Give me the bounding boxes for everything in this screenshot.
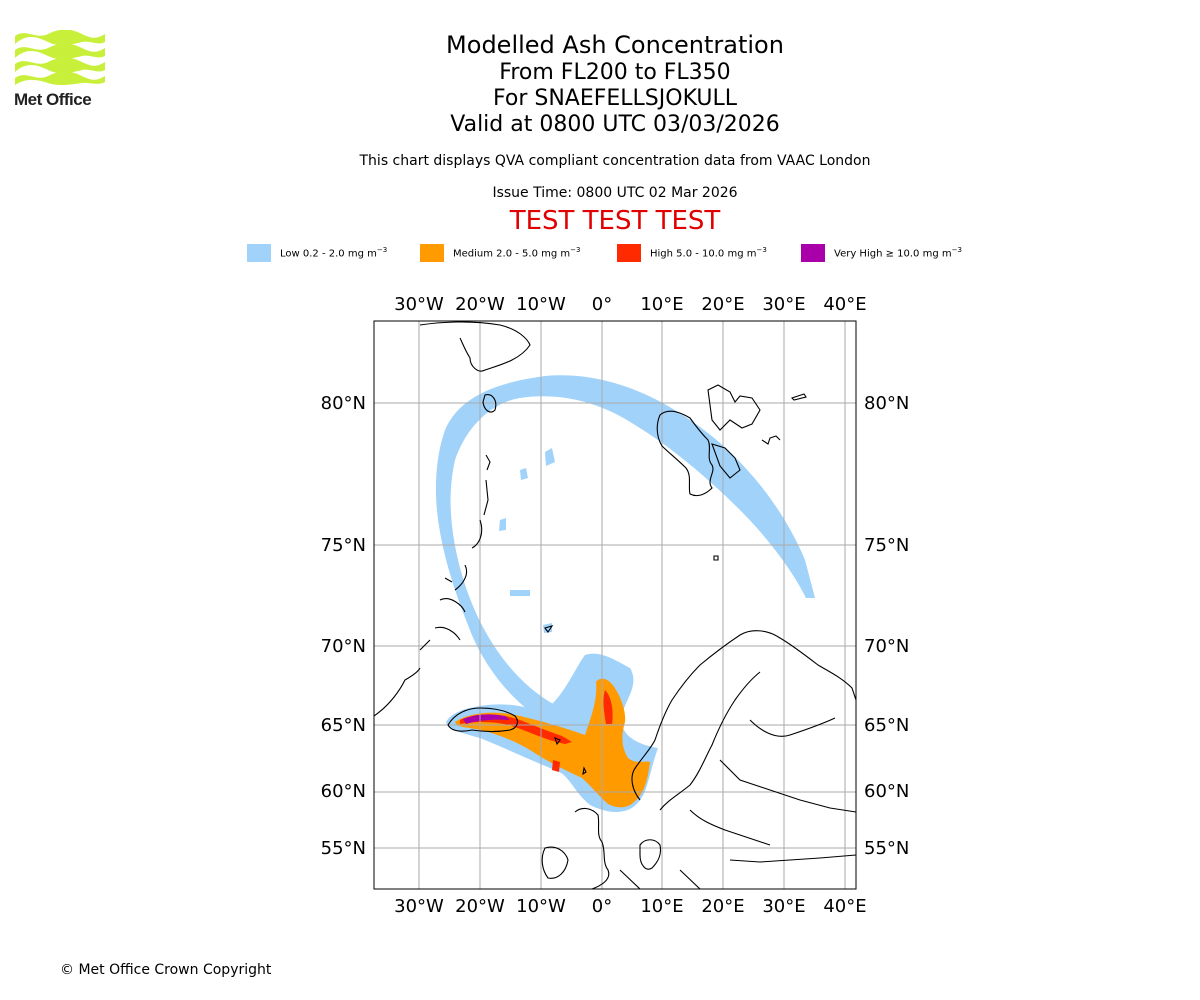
ash-low-blob	[510, 590, 530, 596]
ash-low-blob	[545, 448, 555, 466]
lon-label-bottom: 0°	[592, 896, 612, 917]
copyright-notice: © Met Office Crown Copyright	[60, 962, 272, 978]
lat-label-left: 75°N	[321, 535, 366, 556]
lon-label-bottom: 20°W	[455, 896, 505, 917]
lat-label-right: 75°N	[864, 535, 909, 556]
lat-label-left: 55°N	[321, 838, 366, 859]
met-office-logo-text: Met Office	[14, 90, 92, 109]
chart-title: Modelled Ash Concentration	[446, 31, 784, 59]
lon-label-top: 20°E	[701, 294, 744, 315]
coast-scotland	[574, 807, 610, 889]
met-office-logo: Met Office	[14, 30, 109, 110]
met-office-wave-icon	[15, 30, 105, 86]
coast-greenland	[374, 321, 531, 717]
lon-label-bottom: 40°E	[823, 896, 866, 917]
volcano-name: For SNAEFELLSJOKULL	[492, 86, 738, 111]
ash-low-blob	[499, 518, 506, 531]
ash-high-blob	[552, 760, 560, 772]
ash-very-high-strip	[463, 714, 510, 724]
chart-subtitle: This chart displays QVA compliant concen…	[359, 153, 871, 169]
legend-label-high: High 5.0 - 10.0 mg m	[650, 248, 757, 260]
coast-iceland	[447, 707, 519, 733]
ash-high-strip	[603, 690, 613, 724]
ash-low-blob	[543, 623, 552, 633]
coast-franz-josef	[761, 393, 807, 445]
legend-swatch-low	[247, 244, 271, 262]
lat-label-right: 80°N	[864, 393, 909, 414]
lat-label-left: 60°N	[321, 781, 366, 802]
lon-label-bottom: 10°W	[516, 896, 566, 917]
lon-label-top: 40°E	[823, 294, 866, 315]
lon-label-top: 0°	[592, 294, 612, 315]
lat-labels-right: 80°N 75°N 70°N 65°N 60°N 55°N	[864, 393, 909, 859]
issue-time: Issue Time: 0800 UTC 02 Mar 2026	[492, 185, 738, 201]
legend-item-high: High 5.0 - 10.0 mg m−3	[617, 244, 767, 262]
valid-time: Valid at 0800 UTC 03/03/2026	[450, 112, 780, 137]
lon-label-bottom: 10°E	[640, 896, 683, 917]
ash-very-high-layer	[463, 714, 510, 724]
test-banner: TEST TEST TEST	[509, 206, 721, 236]
legend-label-low: Low 0.2 - 2.0 mg m	[280, 248, 377, 260]
coast-jan-mayen	[544, 625, 554, 633]
legend-item-medium: Medium 2.0 - 5.0 mg m−3	[420, 244, 580, 262]
lat-label-right: 60°N	[864, 781, 909, 802]
legend-swatch-medium	[420, 244, 444, 262]
chart-header: Modelled Ash Concentration From FL200 to…	[315, 30, 915, 236]
lon-labels-bottom: 30°W 20°W 10°W 0° 10°E 20°E 30°E 40°E	[394, 896, 866, 917]
legend-label-very-high: Very High ≥ 10.0 mg m	[834, 248, 952, 260]
legend-item-low: Low 0.2 - 2.0 mg m−3	[247, 244, 387, 262]
coast-baltic	[689, 809, 856, 863]
coast-bear-island	[713, 555, 719, 561]
lat-label-right: 70°N	[864, 636, 909, 657]
lon-label-top: 10°W	[516, 294, 566, 315]
map-frame	[373, 320, 857, 890]
lon-label-top: 30°W	[394, 294, 444, 315]
lon-label-bottom: 30°W	[394, 896, 444, 917]
lon-label-top: 10°E	[640, 294, 683, 315]
lon-label-bottom: 30°E	[762, 896, 805, 917]
graticule	[374, 321, 856, 889]
lon-label-bottom: 20°E	[701, 896, 744, 917]
flight-level-range: From FL200 to FL350	[499, 60, 731, 85]
coast-denmark	[619, 839, 701, 889]
coast-ireland	[541, 846, 569, 879]
legend-exp-medium: −3	[570, 246, 581, 255]
legend-exp-low: −3	[376, 246, 388, 255]
legend-swatch-very-high	[801, 244, 825, 262]
ash-high-strip	[460, 714, 572, 744]
coast-svalbard	[656, 384, 761, 497]
ash-low-arc	[436, 375, 815, 730]
lon-labels-top: 30°W 20°W 10°W 0° 10°E 20°E 30°E 40°E	[394, 294, 866, 315]
lat-label-left: 80°N	[321, 393, 366, 414]
legend-label-medium: Medium 2.0 - 5.0 mg m	[453, 248, 571, 260]
ash-medium-layer	[455, 678, 650, 808]
legend-exp-very-high: −3	[951, 246, 962, 255]
ash-high-layer	[460, 690, 613, 772]
lat-labels-left: 80°N 75°N 70°N 65°N 60°N 55°N	[321, 393, 366, 859]
coast-sweden-finland	[659, 671, 856, 813]
coast-norway	[631, 630, 856, 801]
lat-label-left: 65°N	[321, 715, 366, 736]
lon-label-top: 30°E	[762, 294, 805, 315]
lon-label-top: 20°W	[455, 294, 505, 315]
lat-label-right: 65°N	[864, 715, 909, 736]
ash-low-blob	[520, 468, 528, 480]
coastlines	[374, 321, 856, 889]
legend-item-very-high: Very High ≥ 10.0 mg m−3	[801, 244, 962, 262]
ash-medium-plume	[455, 678, 650, 808]
coast-faroe	[554, 737, 587, 776]
legend-swatch-high	[617, 244, 641, 262]
lat-label-left: 70°N	[321, 636, 366, 657]
legend-exp-high: −3	[756, 246, 767, 255]
lat-label-right: 55°N	[864, 838, 909, 859]
